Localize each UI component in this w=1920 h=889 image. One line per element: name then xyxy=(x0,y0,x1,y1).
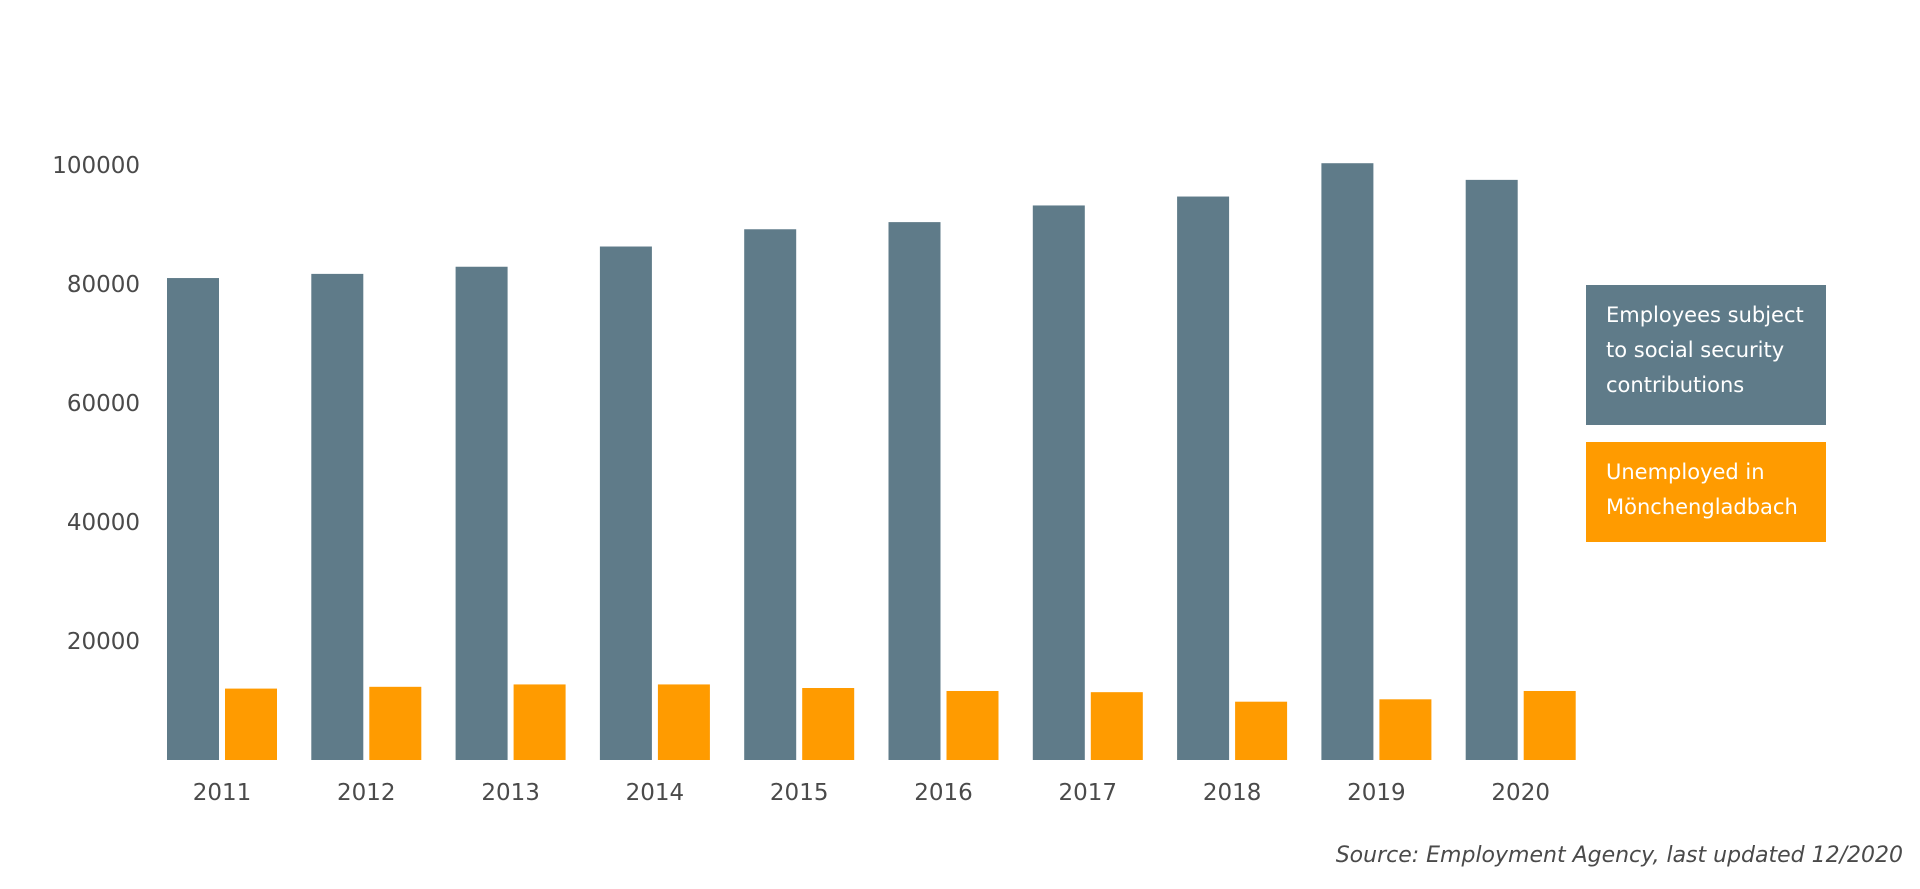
y-tick-label: 100000 xyxy=(52,153,140,179)
bar-unemployed xyxy=(1379,699,1432,760)
bar-employees xyxy=(599,246,652,760)
y-tick-label: 20000 xyxy=(67,629,140,655)
y-axis: 20000 40000 60000 80000 100000 xyxy=(52,153,140,655)
legend-employees: Employees subject to social security con… xyxy=(1586,285,1826,425)
bar-unemployed xyxy=(657,684,710,760)
x-tick-label: 2018 xyxy=(1203,780,1262,806)
bar-unemployed xyxy=(1235,701,1288,760)
bar-employees xyxy=(744,229,797,760)
x-tick-label: 2012 xyxy=(337,780,396,806)
y-tick-label: 80000 xyxy=(67,272,140,298)
x-tick-label: 2015 xyxy=(770,780,829,806)
legend-unemployed: Unemployed in Mönchengladbach xyxy=(1586,442,1826,542)
bar-employees xyxy=(311,273,364,760)
x-tick-label: 2017 xyxy=(1059,780,1118,806)
bar-employees xyxy=(1321,163,1374,761)
bars xyxy=(167,163,1576,761)
y-tick-label: 60000 xyxy=(67,391,140,417)
bar-unemployed xyxy=(946,690,999,760)
x-tick-label: 2020 xyxy=(1491,780,1550,806)
bar-unemployed xyxy=(369,686,422,760)
bar-employees xyxy=(167,278,219,760)
bar-unemployed xyxy=(1523,690,1576,760)
x-tick-label: 2011 xyxy=(193,780,252,806)
bar-employees xyxy=(1177,196,1230,760)
bar-employees xyxy=(455,266,508,760)
x-tick-label: 2013 xyxy=(481,780,540,806)
x-tick-label: 2014 xyxy=(626,780,685,806)
bar-unemployed xyxy=(1090,692,1143,760)
x-tick-label: 2019 xyxy=(1347,780,1406,806)
source-note: Source: Employment Agency, last updated … xyxy=(1335,843,1903,868)
bar-unemployed xyxy=(513,684,566,760)
bar-employees xyxy=(888,222,941,760)
bar-employees xyxy=(1032,205,1085,760)
x-tick-label: 2016 xyxy=(914,780,973,806)
x-axis: 2011 2012 2013 2014 2015 2016 2017 2018 2019 2020 xyxy=(193,780,1550,806)
bar-employees xyxy=(1465,179,1518,760)
bar-unemployed xyxy=(802,688,855,760)
bar-unemployed xyxy=(225,688,277,760)
y-tick-label: 40000 xyxy=(67,510,140,536)
